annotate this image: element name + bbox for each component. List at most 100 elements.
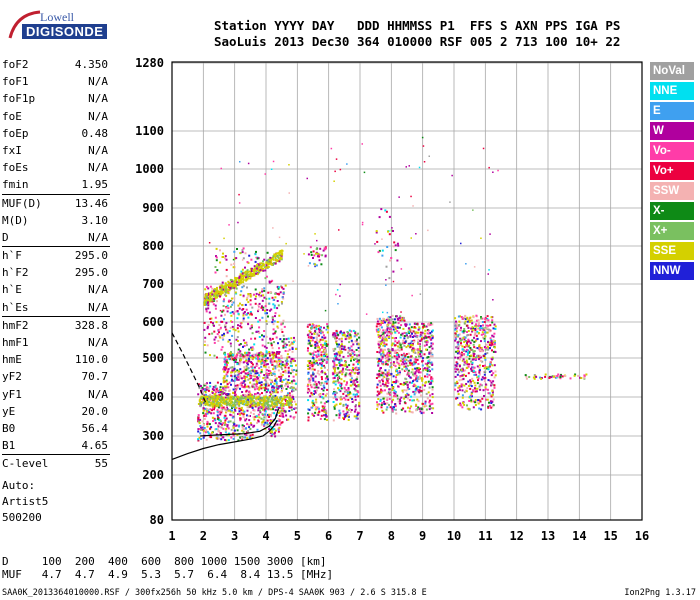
echo-point [316,255,319,258]
echo-point [272,332,275,335]
echo-point [230,314,233,317]
echo-point [224,396,227,399]
echo-point [489,337,492,340]
logo-arc-icon [8,10,41,39]
echo-point [248,377,251,380]
echo-point [363,171,366,174]
echo-point [318,259,321,262]
echo-point [487,328,490,331]
echo-point [386,324,388,327]
echo-point [353,372,356,375]
echo-point [412,373,414,376]
echo-point [265,380,268,383]
echo-point [239,375,242,378]
echo-point [421,408,424,411]
echo-point [417,376,420,379]
param-row: h`F2 295.0 [0,264,112,281]
echo-point [273,386,276,389]
echo-point [408,330,411,333]
echo-point [350,359,352,362]
echo-point [573,374,576,377]
echo-point [260,403,263,406]
echo-point [463,330,466,333]
echo-point [346,382,348,385]
echo-point [400,311,402,313]
echo-point [314,343,317,346]
echo-point [244,274,247,277]
echo-point [315,324,318,327]
echo-point [274,397,277,400]
echo-point [419,335,422,338]
echo-point [409,346,412,348]
echo-point [384,209,387,212]
echo-point [358,350,360,353]
echo-point [394,344,397,347]
echo-point [477,379,479,382]
echo-point [287,392,289,395]
echo-point [458,324,461,326]
echo-point [215,296,218,298]
echo-point [312,250,315,253]
echo-point [202,412,205,415]
echo-point [381,383,384,386]
echo-point [332,377,335,380]
echo-point [215,391,218,394]
echo-point [333,376,336,379]
echo-point [215,388,218,391]
echo-point [200,438,203,440]
echo-point [289,397,292,400]
echo-point [274,315,276,318]
echo-point [237,378,240,381]
echo-point [202,424,205,426]
echo-point [424,402,427,405]
echo-point [338,388,341,391]
echo-point [333,371,336,374]
echo-point [405,353,408,355]
param-name: h`F [2,249,22,263]
echo-point [419,334,422,337]
echo-point [467,349,470,352]
echo-point [251,363,254,366]
echo-point [389,259,392,262]
echo-point [425,408,428,411]
echo-point [386,246,389,248]
echo-point [401,332,404,335]
echo-point [392,322,395,325]
echo-point [380,343,382,345]
echo-point [429,337,432,340]
echo-point [386,353,389,356]
echo-point [342,355,345,358]
echo-point [352,363,355,366]
echo-point [286,402,289,405]
echo-point [386,402,389,405]
echo-point [420,412,423,415]
echo-point [279,372,282,375]
echo-point [271,431,273,434]
echo-point [266,357,269,360]
echo-point [264,383,267,386]
echo-point [463,341,466,343]
echo-point [338,352,341,355]
echo-point [274,354,277,357]
echo-point [480,327,483,330]
echo-point [479,329,482,331]
echo-point [245,276,247,279]
echo-point [228,393,231,396]
echo-point [455,361,458,364]
echo-point [473,381,476,384]
echo-point [306,391,309,394]
echo-point [404,369,407,372]
echo-point [266,385,269,388]
echo-point [338,348,341,351]
echo-point [235,424,238,427]
echo-point [323,359,326,362]
echo-point [428,399,431,402]
echo-point [225,398,228,401]
echo-point [398,355,401,358]
echo-point [199,405,202,408]
echo-point [492,350,495,353]
echo-point [226,424,229,427]
echo-point [415,331,418,334]
echo-point [251,274,254,277]
echo-point [376,408,379,410]
